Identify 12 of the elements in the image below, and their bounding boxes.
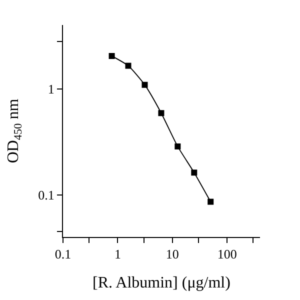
x-axis-title: [R. Albumin] (μg/ml) <box>92 274 230 292</box>
x-tick-label: 1 <box>114 246 121 262</box>
x-tick-label: 100 <box>217 246 237 262</box>
point <box>108 53 115 59</box>
x-tick-label: 10 <box>166 246 179 262</box>
point <box>125 62 132 69</box>
point <box>142 82 148 88</box>
point <box>158 110 164 116</box>
point <box>174 143 181 150</box>
point <box>208 198 214 205</box>
point <box>191 170 198 176</box>
x-tick-label: 0.1 <box>54 246 72 262</box>
